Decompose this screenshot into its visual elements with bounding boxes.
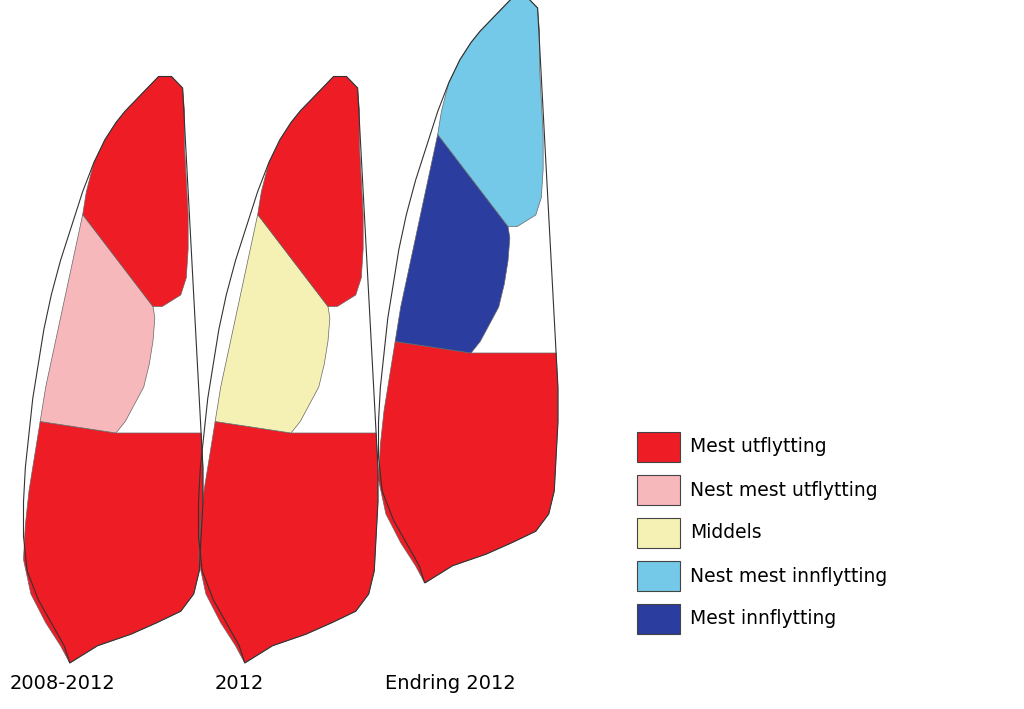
FancyBboxPatch shape — [637, 561, 680, 591]
Text: Nest mest utflytting: Nest mest utflytting — [690, 481, 878, 500]
Text: Middels: Middels — [690, 523, 762, 542]
Polygon shape — [24, 421, 203, 663]
Polygon shape — [379, 342, 558, 583]
Polygon shape — [199, 421, 378, 663]
Text: Mest innflytting: Mest innflytting — [690, 610, 837, 628]
Text: 2012: 2012 — [215, 674, 264, 693]
FancyBboxPatch shape — [637, 432, 680, 462]
Polygon shape — [258, 77, 364, 306]
Text: Nest mest innflytting: Nest mest innflytting — [690, 566, 887, 586]
Text: Endring 2012: Endring 2012 — [385, 674, 516, 693]
FancyBboxPatch shape — [637, 604, 680, 634]
Polygon shape — [215, 215, 330, 433]
Polygon shape — [83, 77, 188, 306]
FancyBboxPatch shape — [637, 475, 680, 505]
Polygon shape — [395, 135, 510, 353]
FancyBboxPatch shape — [637, 518, 680, 548]
Polygon shape — [437, 0, 543, 226]
Text: 2008-2012: 2008-2012 — [10, 674, 116, 693]
Polygon shape — [40, 215, 155, 433]
Text: Mest utflytting: Mest utflytting — [690, 437, 826, 457]
